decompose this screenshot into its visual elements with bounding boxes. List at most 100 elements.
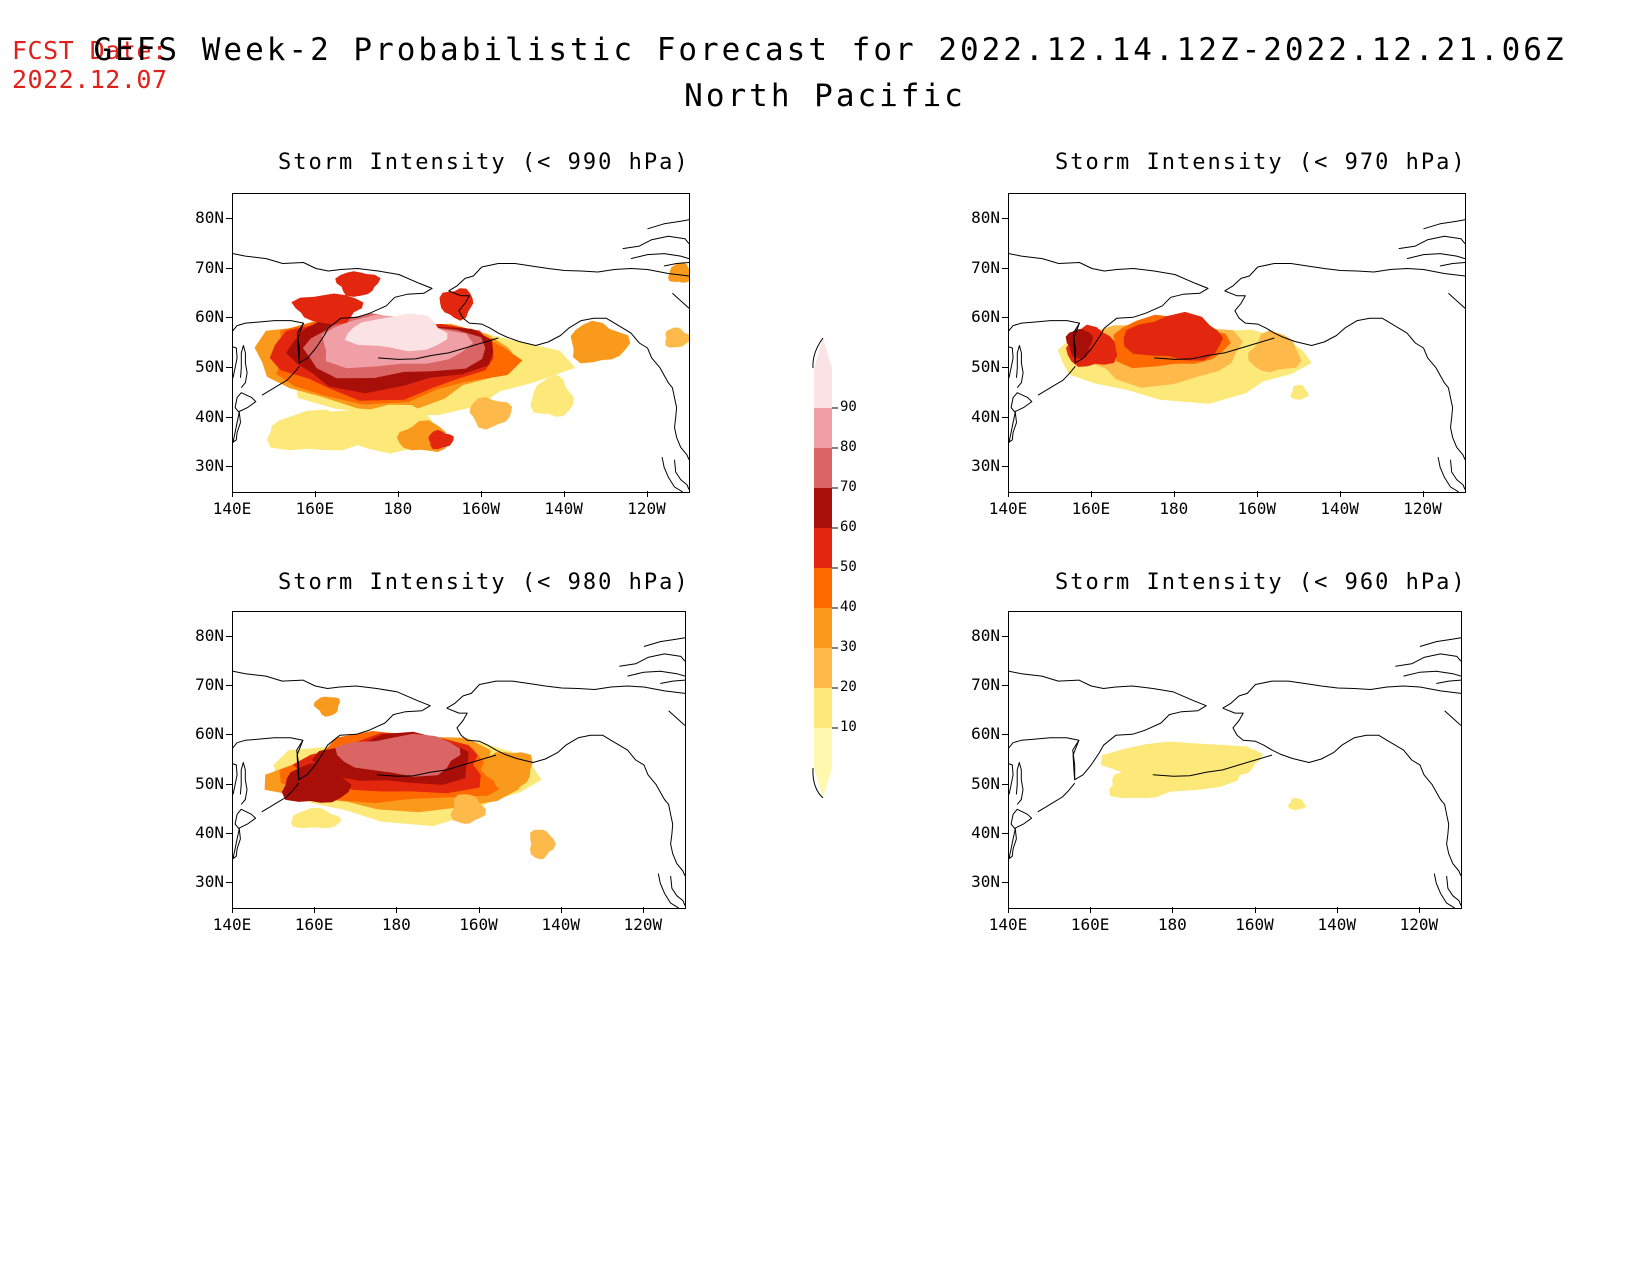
lat-tick-label: 40N [971,406,1000,426]
coastline [674,459,689,490]
probability-contour [1108,768,1179,799]
lat-tick-mark [226,366,232,368]
coastline [448,263,689,292]
coastline [261,782,300,813]
coastline [1016,345,1024,389]
lon-tick-mark [1256,491,1258,497]
lon-tick-label: 160W [461,499,500,518]
map-frame [1008,193,1466,493]
lon-tick-mark [396,907,398,913]
lat-tick-mark [1002,685,1008,686]
probability-contour [335,733,461,777]
coastline [448,290,689,460]
probability-contour [530,829,556,859]
lat-tick-mark [226,734,232,736]
probability-contour [428,429,454,450]
lat-tick-mark [226,466,232,468]
lon-tick-label: 160W [1235,915,1274,934]
probability-contour [291,807,342,829]
lat-tick-mark [1002,466,1008,468]
colorbar-segment [814,368,832,408]
lon-tick-mark [478,907,480,913]
coastline [627,670,685,677]
lon-tick-mark [1339,491,1341,497]
coastline [296,740,304,780]
lat-tick-mark [1002,833,1008,834]
colorbar-segment [814,408,832,448]
coastline [1224,263,1465,292]
lon-tick-label: 120W [623,915,663,934]
probability-contour [291,293,364,325]
colorbar-label: 60 [840,519,857,535]
coastline [1406,253,1465,260]
coastline [1450,459,1465,490]
probability-contour [439,288,474,321]
coastline [630,253,689,260]
lon-tick-mark [1090,907,1092,913]
lon-tick-mark [1254,907,1256,913]
probability-contour [344,313,448,352]
lon-tick-label: 160W [459,915,498,934]
coastline [1015,762,1024,805]
lat-tick-mark [1002,366,1008,368]
probability-contour [1065,329,1094,359]
lon-tick-label: 120W [627,499,666,518]
coastline [233,392,257,443]
lon-tick-mark [397,491,399,497]
coastline [1073,322,1080,363]
coastline [233,670,431,781]
probability-contour [1287,798,1306,811]
lat-tick-label: 40N [971,823,1000,842]
lat-tick-label: 70N [971,675,1000,694]
coastline [1037,782,1076,813]
coastline [1440,262,1465,267]
coastline [297,322,304,363]
coastline [240,345,248,389]
lon-tick-mark [1008,491,1009,497]
probability-contour [530,374,574,417]
coastline [619,653,685,667]
probability-contour [480,752,533,793]
lon-tick-label: 140W [541,915,580,934]
panel-title: Storm Intensity (< 980 hPa) [278,570,690,595]
lat-tick-mark [1002,416,1008,418]
lon-tick-label: 140W [1320,499,1359,518]
colorbar-outline [812,767,824,799]
lon-tick-mark [1172,907,1174,913]
page-title: GEFS Week-2 Probabilistic Forecast for 2… [93,32,1567,68]
lon-tick-mark [1090,491,1092,497]
probability-contour [335,271,381,297]
coastline [233,253,433,364]
coastline [376,754,497,777]
color-legend: 10 20 30 40 50 60 70 80 90 [810,337,870,802]
page-subtitle: North Pacific [684,78,966,114]
lon-tick-label: 140E [212,499,252,518]
lon-tick-mark [314,491,316,497]
colorbar-segment [814,448,832,488]
lat-tick-label: 30N [195,456,224,476]
colorbar-label: 90 [840,399,857,415]
fcst-date: 2022.12.07 [12,65,168,94]
probability-contour [1123,311,1224,361]
coastline [664,262,689,267]
coastline [446,680,685,709]
lat-tick-label: 30N [971,456,1000,476]
probability-contour [1248,330,1302,373]
coastline [1448,292,1465,309]
coastline [1072,740,1080,780]
coastline [1446,875,1461,906]
lat-tick-label: 80N [971,625,1000,645]
lon-tick-label: 180 [1159,499,1189,518]
probability-contour [450,794,486,824]
colorbar-segment [814,648,832,688]
map-frame [232,611,686,909]
panel-title: Storm Intensity (< 970 hPa) [1055,150,1467,175]
coastline [643,637,685,647]
lat-tick-mark [226,783,232,785]
lat-tick-mark [1002,267,1008,269]
lon-tick-mark [232,491,233,497]
fcst-label: FCST Date: [12,36,168,65]
lat-tick-mark [1002,217,1008,219]
lon-tick-label: 160E [295,499,335,518]
lon-tick-mark [560,907,562,913]
